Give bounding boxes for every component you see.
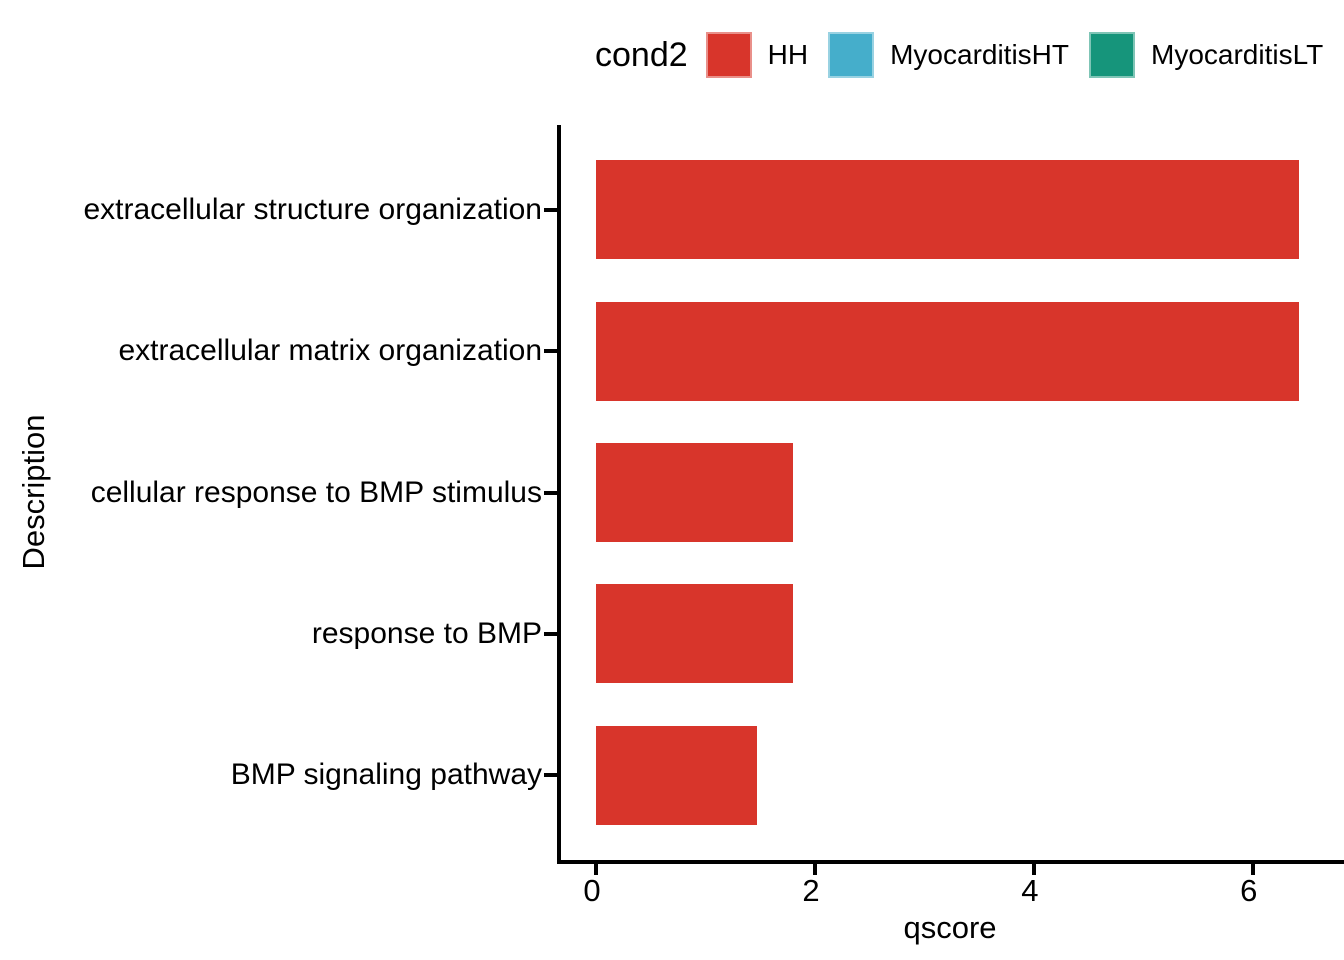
x-axis-title: qscore bbox=[903, 910, 997, 945]
legend-item-myocarditislt: MyocarditisLT bbox=[1089, 32, 1323, 78]
legend-key-swatch bbox=[828, 32, 875, 78]
y-axis-tick bbox=[544, 773, 557, 778]
legend-item-label: MyocarditisLT bbox=[1151, 39, 1324, 70]
x-axis-tick bbox=[594, 864, 599, 875]
x-axis-label: 6 bbox=[1240, 873, 1258, 908]
y-axis-tick bbox=[544, 490, 557, 495]
y-axis-labels: extracellular structure organization extr… bbox=[0, 125, 542, 860]
legend-title: cond2 bbox=[595, 35, 688, 74]
y-axis-label: response to BMP bbox=[311, 616, 542, 650]
y-axis-label: BMP signaling pathway bbox=[230, 758, 542, 792]
x-axis-tick bbox=[1031, 864, 1036, 875]
x-axis-tick bbox=[1250, 864, 1255, 875]
y-axis-label: extracellular matrix organization bbox=[118, 334, 542, 368]
y-axis-tick bbox=[544, 349, 557, 354]
legend-item-label: MyocarditisHT bbox=[890, 39, 1070, 70]
y-axis-label: extracellular structure organization bbox=[83, 192, 542, 226]
x-axis-tick bbox=[812, 864, 817, 875]
x-axis-label: 2 bbox=[802, 873, 820, 908]
legend-item-myocarditisht: MyocarditisHT bbox=[828, 32, 1069, 78]
x-axis-label: 0 bbox=[583, 873, 601, 908]
x-axis-labels: 0 2 4 6 bbox=[557, 873, 1344, 909]
legend-key-swatch bbox=[1089, 32, 1136, 78]
bar-cellular-response-to-bmp-stimulus bbox=[596, 443, 794, 542]
bar-response-to-bmp bbox=[596, 584, 794, 684]
bar-extracellular-matrix-organization bbox=[596, 301, 1299, 401]
legend: cond2 HH MyocarditisHT MyocarditisLT bbox=[595, 30, 1343, 80]
bar-extracellular-structure-organization bbox=[596, 160, 1299, 260]
x-axis-label: 4 bbox=[1021, 873, 1039, 908]
plot-panel bbox=[544, 125, 1344, 875]
y-axis-tick bbox=[544, 631, 557, 636]
legend-item-hh: HH bbox=[705, 32, 809, 78]
y-axis-label: cellular response to BMP stimulus bbox=[90, 475, 542, 509]
bar-bmp-signaling-pathway bbox=[596, 725, 757, 825]
legend-item-label: HH bbox=[767, 39, 809, 70]
legend-key-swatch bbox=[705, 32, 752, 78]
y-axis-tick bbox=[544, 207, 557, 212]
